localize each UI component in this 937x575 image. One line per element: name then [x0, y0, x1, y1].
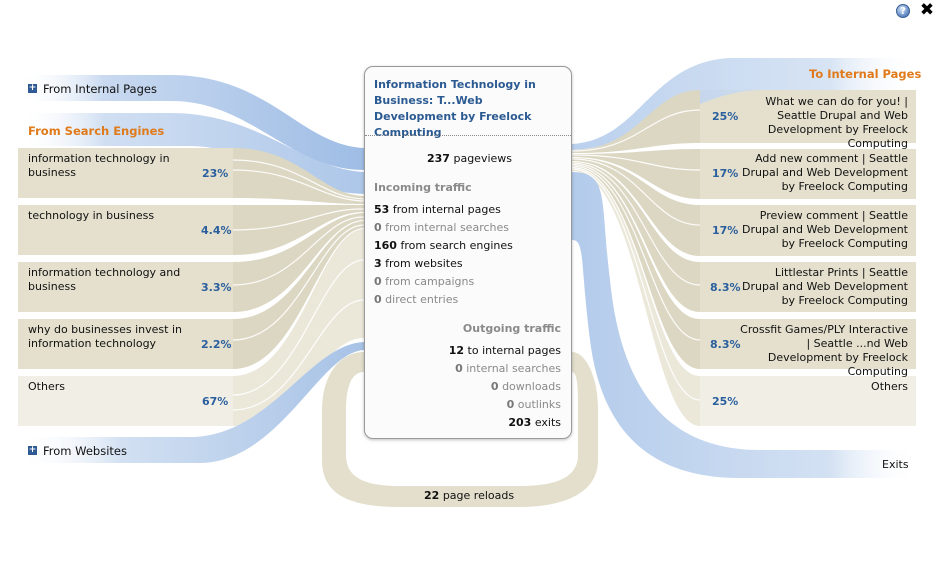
- destination-row-pct: 17%: [712, 167, 739, 180]
- search-row-pct: 4.4%: [201, 224, 232, 237]
- pageviews-stat: 237 pageviews: [427, 152, 513, 165]
- help-icon[interactable]: ?: [896, 4, 910, 18]
- destination-row-label[interactable]: What we can do for you! | Seattle Drupal…: [765, 95, 908, 150]
- destination-row-label[interactable]: Crossfit Games/PLY Interactive | Seattle…: [740, 323, 908, 378]
- search-row-pct: 67%: [202, 395, 229, 408]
- group-label: From Websites: [43, 444, 127, 458]
- group-from-internal-pages[interactable]: + From Internal Pages: [18, 75, 218, 103]
- group-from-websites[interactable]: + From Websites: [18, 437, 218, 465]
- search-row-pct: 23%: [202, 167, 229, 180]
- search-row-pct: 2.2%: [201, 338, 232, 351]
- destination-row-pct: 8.3%: [710, 281, 741, 294]
- incoming-stat: 160 from search engines: [374, 239, 513, 252]
- incoming-stat: 0 from campaigns: [374, 275, 475, 288]
- incoming-traffic-title: Incoming traffic: [374, 181, 472, 194]
- outgoing-stat: 203 exits: [508, 416, 561, 429]
- search-row-label[interactable]: why do businesses invest in information …: [28, 323, 182, 350]
- flow-to-internal-pages-header: [572, 58, 916, 150]
- destination-row-label[interactable]: Add new comment | Seattle Drupal and Web…: [742, 152, 908, 193]
- flow-search-engines-header: [18, 113, 364, 194]
- incoming-stat: 0 from internal searches: [374, 221, 509, 234]
- incoming-stat: 0 direct entries: [374, 293, 459, 306]
- search-row-label[interactable]: Others: [28, 380, 65, 393]
- page-title[interactable]: Information Technology in Business: T...…: [374, 78, 536, 139]
- close-icon[interactable]: ✖: [919, 0, 935, 20]
- section-title-search-engines: From Search Engines: [28, 124, 165, 138]
- destination-row-pct: 25%: [712, 110, 739, 123]
- search-row-label[interactable]: information technology and business: [28, 266, 181, 293]
- incoming-stat: 53 from internal pages: [374, 203, 501, 216]
- destination-row-label[interactable]: Others: [871, 380, 908, 393]
- search-row-label[interactable]: technology in business: [28, 209, 155, 222]
- destination-row-label[interactable]: Littlestar Prints | Seattle Drupal and W…: [742, 266, 908, 307]
- outgoing-stat: 12 to internal pages: [448, 344, 561, 357]
- outgoing-stat: 0 downloads: [490, 380, 561, 393]
- destination-row-label[interactable]: Preview comment | Seattle Drupal and Web…: [742, 209, 908, 250]
- search-row-pct: 3.3%: [201, 281, 232, 294]
- exits-label: Exits: [882, 458, 909, 471]
- plus-icon[interactable]: +: [28, 445, 37, 455]
- page-summary-box: Information Technology in Business: T...…: [364, 66, 572, 439]
- plus-icon[interactable]: +: [28, 83, 37, 93]
- flow-from-internal-pages: [18, 75, 364, 170]
- outgoing-stat: 0 outlinks: [506, 398, 561, 411]
- flow-page-reloads: [322, 352, 598, 507]
- search-row-label[interactable]: information technology in business: [28, 152, 170, 179]
- section-title-to-internal-pages: To Internal Pages: [809, 67, 922, 81]
- page-reloads-label: 22 page reloads: [424, 489, 515, 502]
- group-label: From Internal Pages: [43, 82, 157, 96]
- incoming-stat: 3 from websites: [374, 257, 463, 270]
- outgoing-stat: 0 internal searches: [455, 362, 561, 375]
- outgoing-traffic-title: Outgoing traffic: [462, 322, 561, 335]
- divider: [365, 135, 571, 136]
- destination-row-pct: 17%: [712, 224, 739, 237]
- destination-row-pct: 25%: [712, 395, 739, 408]
- destination-row-pct: 8.3%: [710, 338, 741, 351]
- flow-from-websites: [18, 342, 364, 463]
